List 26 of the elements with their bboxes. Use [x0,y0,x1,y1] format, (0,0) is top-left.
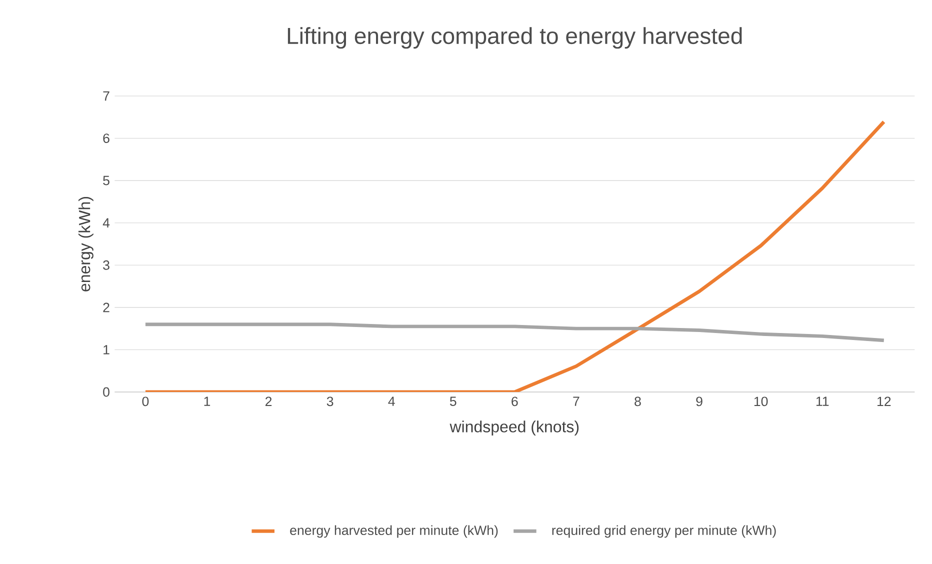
y-tick-label: 5 [103,176,110,186]
x-tick-label: 4 [388,396,395,406]
y-axis-title: energy (kWh) [78,197,94,292]
x-tick-label: 0 [142,396,149,406]
chart-title: Lifting energy compared to energy harvested [288,27,742,49]
x-axis-title: windspeed (knots) [450,420,579,436]
legend-label: energy harvested per minute (kWh) [290,525,498,538]
y-tick-label: 7 [103,91,110,101]
y-tick-label: 6 [103,134,110,143]
legend-label: required grid energy per minute (kWh) [552,525,776,538]
x-tick-label: 8 [634,396,641,406]
x-tick-label: 6 [512,396,518,406]
y-tick-label: 3 [103,260,110,270]
x-tick-label: 9 [696,396,702,406]
x-tick-label: 10 [754,396,768,406]
x-tick-label: 3 [326,396,334,406]
y-tick-label: 2 [103,302,110,312]
y-tick-label: 0 [103,387,110,397]
x-tick-label: 11 [816,396,829,406]
x-tick-label: 7 [573,396,580,406]
y-tick-label: 4 [102,218,110,228]
x-tick-label: 12 [878,396,891,406]
x-tick-label: 1 [204,396,210,406]
x-tick-label: 5 [450,396,456,406]
y-tick-label: 1 [104,345,110,354]
x-tick-label: 2 [265,396,272,406]
